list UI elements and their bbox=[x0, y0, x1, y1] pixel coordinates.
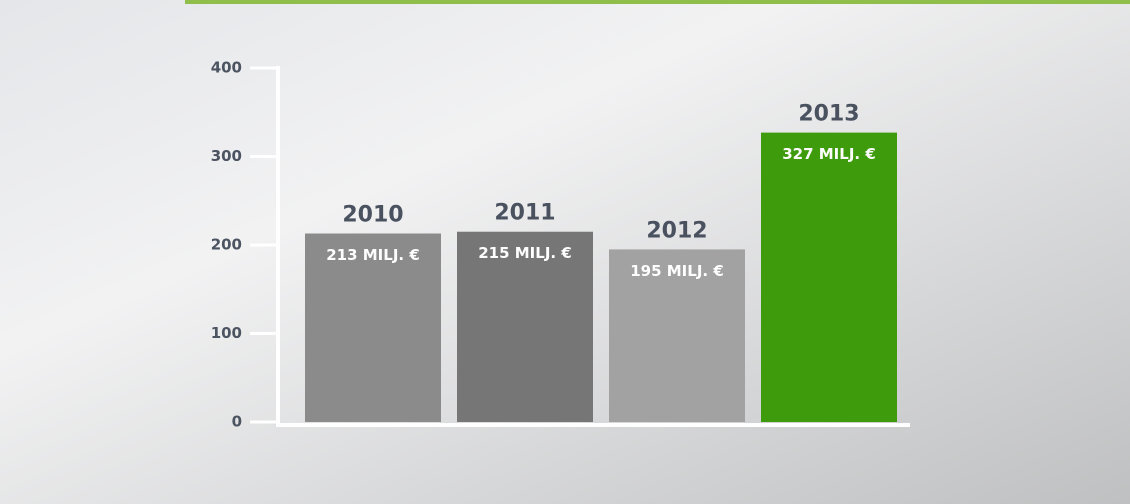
value-label: 215 MILJ. € bbox=[478, 244, 572, 262]
top-accent bbox=[185, 0, 1130, 4]
category-label: 2013 bbox=[798, 102, 859, 127]
y-tick-label: 400 bbox=[211, 59, 242, 77]
chart: 0 100 200 300 400 2010 213 MILJ. € 2011 215 MILJ… bbox=[0, 0, 1130, 504]
y-tick-label: 0 bbox=[232, 413, 242, 431]
y-tick-label: 200 bbox=[211, 236, 242, 254]
category-label: 2011 bbox=[494, 201, 555, 226]
category-label: 2010 bbox=[342, 202, 403, 227]
category-label: 2012 bbox=[646, 218, 707, 243]
value-label: 195 MILJ. € bbox=[630, 262, 724, 280]
bar bbox=[761, 133, 897, 422]
y-tick-label: 100 bbox=[211, 324, 242, 342]
y-tick-label: 300 bbox=[211, 147, 242, 165]
value-label: 213 MILJ. € bbox=[326, 246, 420, 264]
value-label: 327 MILJ. € bbox=[782, 145, 876, 163]
